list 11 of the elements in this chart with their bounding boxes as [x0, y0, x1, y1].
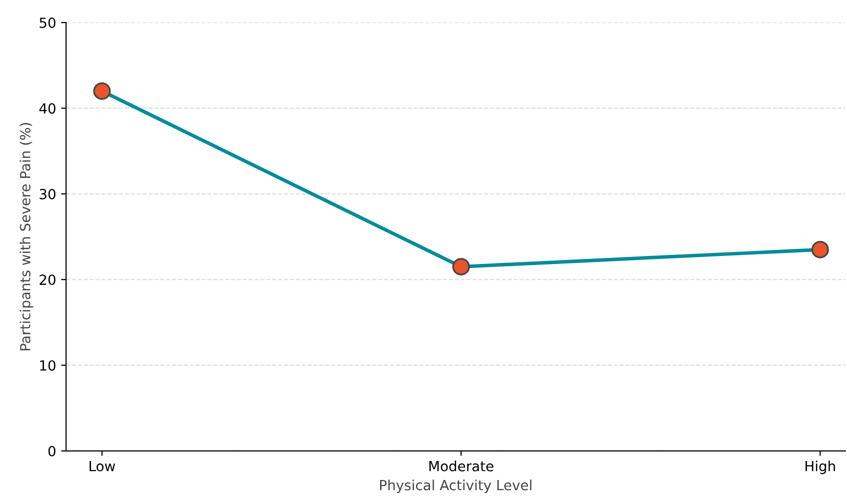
x-tick-label: Low [90, 461, 116, 472]
y-tick-label: 30 [40, 188, 56, 200]
y-tick-label: 0 [48, 446, 56, 456]
y-tick-label: 20 [40, 274, 56, 286]
x-tick-label: High [806, 460, 835, 474]
y-tick-label: 50 [40, 18, 56, 28]
y-axis-title: Participants with Severe Pain (%) [20, 123, 34, 350]
x-axis-title: Physical Activity Level [380, 480, 532, 494]
y-tick-label: 10 [40, 360, 56, 371]
x-tick-label: Moderate [429, 460, 494, 472]
y-tick-label: 40 [39, 103, 56, 114]
